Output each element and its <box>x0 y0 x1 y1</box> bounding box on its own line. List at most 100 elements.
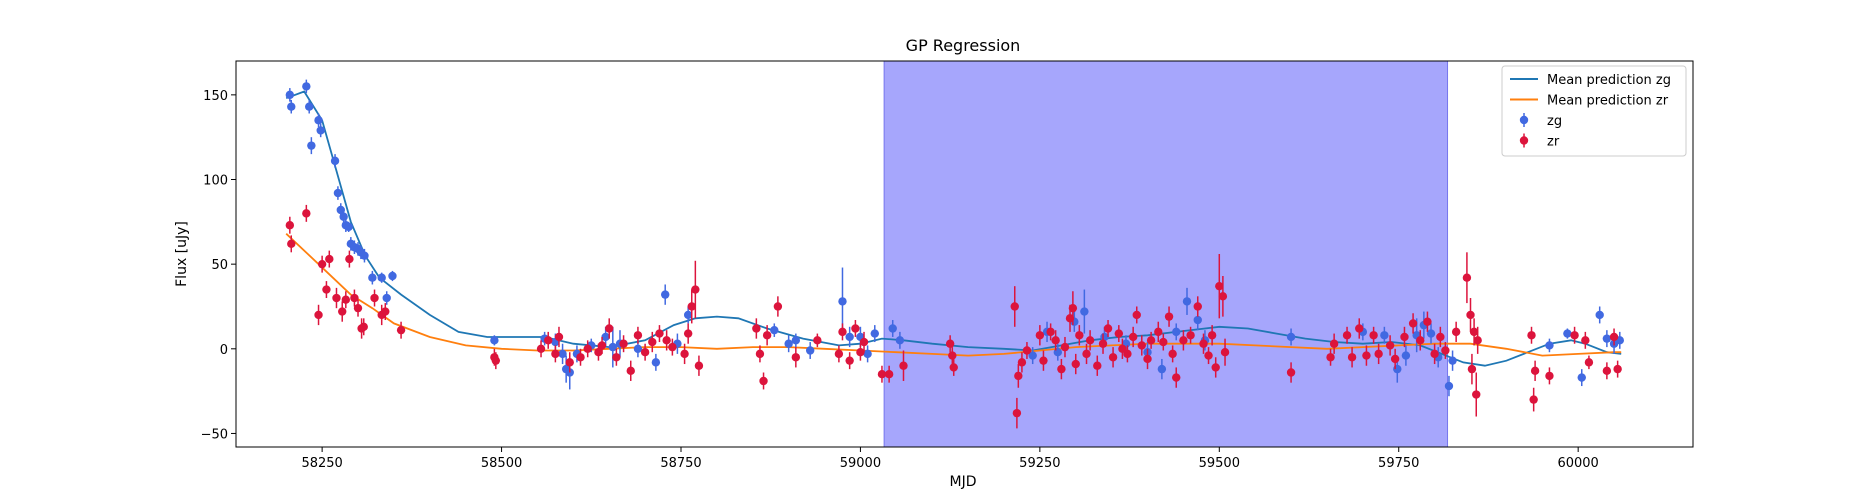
x-axis-label: MJD <box>950 474 977 490</box>
zr-point <box>859 331 869 353</box>
zr-point <box>1529 387 1538 412</box>
zg-point <box>333 186 343 200</box>
zr-point <box>1602 362 1612 380</box>
zr-point <box>1103 320 1113 337</box>
zr-point <box>838 323 847 341</box>
zr-point <box>1146 331 1156 349</box>
zr-point <box>1143 348 1152 370</box>
zr-point <box>1326 348 1335 366</box>
x-tick-label: 59250 <box>1019 456 1060 471</box>
zr-point <box>1362 345 1371 366</box>
zr-point <box>1581 331 1590 349</box>
zr-point <box>687 289 696 324</box>
zr-point <box>1193 296 1202 317</box>
zr-point <box>633 326 643 344</box>
zg-point <box>683 306 693 324</box>
zg-point <box>344 221 353 232</box>
zr-point <box>1374 343 1383 365</box>
zg-point <box>863 345 872 363</box>
zr-point <box>338 301 347 322</box>
zr-point <box>759 372 768 390</box>
zr-point <box>1416 330 1425 351</box>
zr-point <box>322 281 331 299</box>
zg-point <box>558 343 567 365</box>
zr-point <box>491 352 501 370</box>
zr-point <box>1207 325 1217 346</box>
zr-point <box>680 343 689 365</box>
zr-point <box>554 326 564 348</box>
zg-point <box>1182 287 1192 315</box>
zr-point <box>1068 291 1078 326</box>
zr-point <box>359 318 368 336</box>
zg-point <box>1545 338 1554 353</box>
shaded-region <box>883 60 1449 448</box>
zg-point <box>314 113 323 128</box>
zr-point <box>1466 298 1475 332</box>
zr-point <box>1199 333 1208 354</box>
zr-point <box>1046 323 1055 341</box>
zr-point <box>662 330 671 351</box>
zr-point <box>1530 360 1540 381</box>
shaded-region-layer <box>883 60 1449 448</box>
zg-point <box>1172 323 1181 341</box>
zr-point <box>1286 362 1296 383</box>
zr-point <box>791 347 801 368</box>
chart-title: GP Regression <box>906 36 1021 55</box>
zr-point <box>583 340 592 358</box>
zr-point <box>1467 353 1477 385</box>
zr-point <box>1441 342 1450 359</box>
zr-point <box>1132 306 1141 324</box>
zr-point <box>1075 325 1084 346</box>
zg-point <box>791 333 801 348</box>
zg-point <box>845 326 854 348</box>
zr-point <box>1085 330 1095 351</box>
y-tick-label: 100 <box>203 174 228 189</box>
plot-frame <box>235 60 1694 448</box>
zg-point <box>1444 375 1454 397</box>
zg-point <box>1080 289 1089 334</box>
zr-point <box>1329 333 1339 354</box>
zr-point <box>1570 326 1579 344</box>
legend: Mean prediction zg Mean prediction zr zg zr <box>1501 65 1687 157</box>
zg-point <box>330 154 340 168</box>
zr-point <box>1082 343 1091 365</box>
zr-point <box>1098 333 1108 354</box>
zr-point <box>619 335 628 353</box>
zr-point <box>945 335 955 353</box>
zr-point <box>1172 367 1181 388</box>
zr-point <box>1451 321 1461 343</box>
zr-point <box>1022 342 1032 359</box>
zg-point <box>1577 369 1586 387</box>
zg-point <box>784 335 793 353</box>
zr-point <box>370 289 379 307</box>
zg-point <box>608 326 618 368</box>
zr-point <box>1108 347 1118 368</box>
zr-point <box>1390 348 1400 370</box>
legend-entry: Mean prediction zr <box>1510 94 1669 109</box>
zr-point <box>1179 330 1188 351</box>
zr-point <box>341 291 351 309</box>
zr-point <box>655 325 664 343</box>
zr-point <box>396 321 406 339</box>
zr-point <box>694 355 704 376</box>
legend-marker-swatch <box>1519 136 1529 145</box>
zr-point <box>755 345 765 363</box>
zr-point <box>640 343 650 361</box>
zr-point <box>1159 333 1168 351</box>
zr-point <box>1423 311 1432 332</box>
zr-point <box>1462 252 1472 304</box>
zg-point <box>1380 326 1389 344</box>
zr-point <box>1137 335 1146 356</box>
zr-point <box>1014 364 1023 388</box>
zr-point <box>1060 336 1070 358</box>
zr-point <box>1355 318 1364 339</box>
zg-point <box>651 353 661 371</box>
zr-point <box>350 289 359 307</box>
zr-point <box>353 299 363 317</box>
zg-point <box>490 335 499 346</box>
x-tick-label: 58500 <box>481 456 522 471</box>
zg-point <box>316 123 325 138</box>
zr-point <box>565 352 574 373</box>
zr-point <box>1114 325 1124 343</box>
zr-point <box>884 365 894 383</box>
